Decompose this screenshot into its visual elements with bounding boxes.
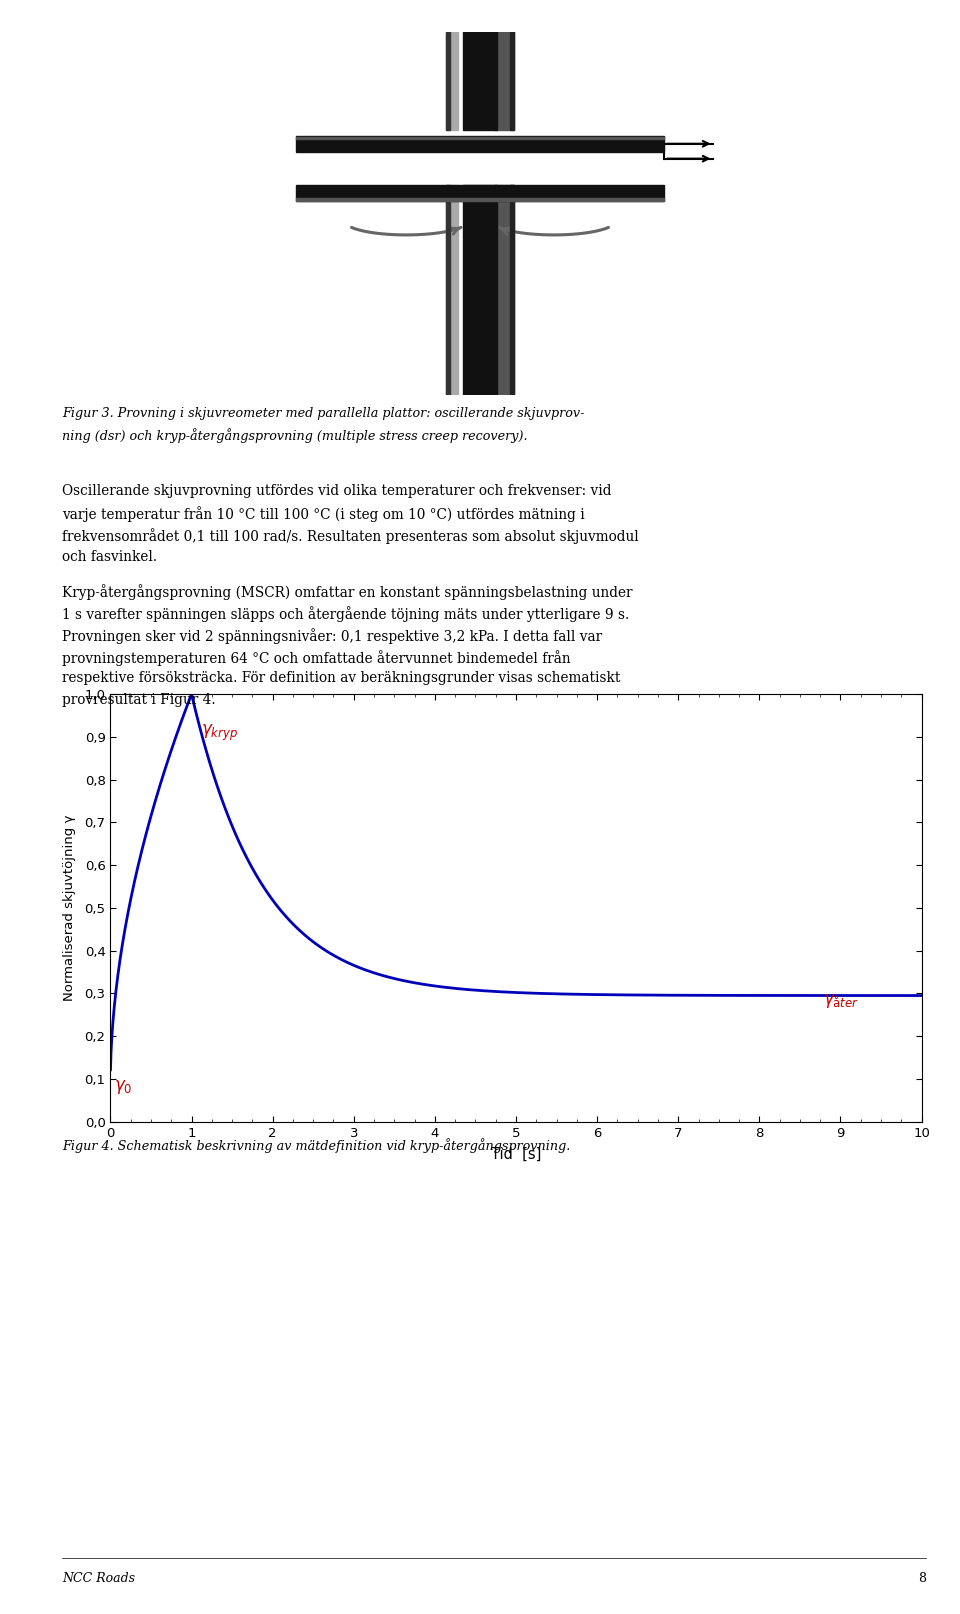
Bar	[446, 184, 458, 395]
Text: Oscillerande skjuvprovning utfördes vid olika temperaturer och frekvenser: vid: Oscillerande skjuvprovning utfördes vid …	[62, 484, 612, 499]
Text: och fasvinkel.: och fasvinkel.	[62, 549, 157, 563]
Bar	[296, 184, 664, 202]
Text: 1 s varefter spänningen släpps och återgående töjning mäts under ytterligare 9 s: 1 s varefter spänningen släpps och återg…	[62, 605, 630, 621]
X-axis label: Tid  [s]: Tid [s]	[491, 1146, 541, 1162]
Text: $\gamma_0$: $\gamma_0$	[113, 1078, 132, 1096]
Text: $\gamma_{\mathsf{\aa}ter}$: $\gamma_{\mathsf{\aa}ter}$	[823, 993, 858, 1010]
Bar	[446, 184, 449, 395]
Bar	[296, 136, 664, 152]
Bar	[463, 32, 497, 131]
Text: Provningen sker vid 2 spänningsnivåer: 0,1 respektive 3,2 kPa. I detta fall var: Provningen sker vid 2 spänningsnivåer: 0…	[62, 628, 603, 644]
Text: ning (dsr) och kryp-återgångsprovning (multiple stress creep recovery).: ning (dsr) och kryp-återgångsprovning (m…	[62, 428, 528, 444]
Text: 8: 8	[919, 1572, 926, 1585]
Text: NCC Roads: NCC Roads	[62, 1572, 135, 1585]
Text: frekvensområdet 0,1 till 100 rad/s. Resultaten presenteras som absolut skjuvmodu: frekvensområdet 0,1 till 100 rad/s. Resu…	[62, 528, 639, 544]
Bar	[463, 184, 497, 395]
Bar	[511, 32, 514, 131]
Bar	[493, 184, 514, 395]
Y-axis label: Normaliserad skjuvtöjning γ: Normaliserad skjuvtöjning γ	[63, 815, 76, 1001]
Text: provresultat i Figur 4.: provresultat i Figur 4.	[62, 694, 216, 707]
Bar	[296, 137, 664, 139]
Text: respektive försöksträcka. För definition av beräkningsgrunder visas schematiskt: respektive försöksträcka. För definition…	[62, 671, 621, 686]
Text: Figur 4. Schematisk beskrivning av mätdefinition vid kryp-återgångsprovning.: Figur 4. Schematisk beskrivning av mätde…	[62, 1138, 570, 1152]
Text: provningstemperaturen 64 °C och omfattade återvunnet bindemedel från: provningstemperaturen 64 °C och omfattad…	[62, 649, 571, 665]
Bar	[446, 32, 449, 131]
Bar	[446, 32, 458, 131]
Text: $\gamma_{kryp}$: $\gamma_{kryp}$	[202, 723, 238, 742]
Bar	[493, 32, 514, 131]
Text: Figur 3. Provning i skjuvreometer med parallella plattor: oscillerande skjuvprov: Figur 3. Provning i skjuvreometer med pa…	[62, 407, 585, 420]
Bar	[511, 184, 514, 395]
Bar	[296, 199, 664, 202]
Text: Kryp-återgångsprovning (MSCR) omfattar en konstant spänningsbelastning under: Kryp-återgångsprovning (MSCR) omfattar e…	[62, 584, 633, 600]
Text: varje temperatur från 10 °C till 100 °C (i steg om 10 °C) utfördes mätning i: varje temperatur från 10 °C till 100 °C …	[62, 507, 586, 521]
